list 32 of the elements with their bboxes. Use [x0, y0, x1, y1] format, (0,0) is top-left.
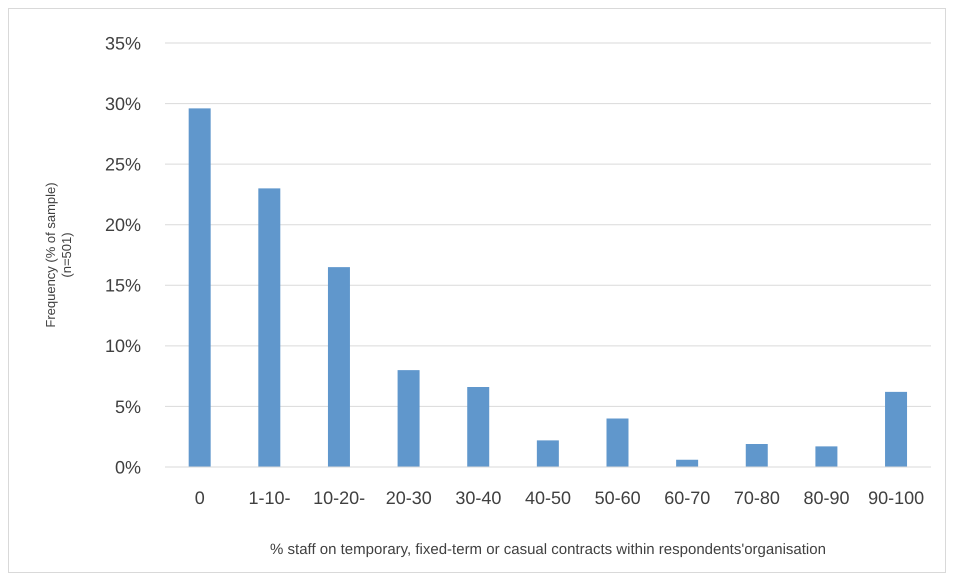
y-tick-label: 5%	[114, 396, 141, 417]
x-tick-label: 30-40	[455, 488, 502, 508]
y-tick-label: 25%	[104, 154, 141, 175]
y-tick-label: 10%	[104, 336, 141, 356]
bar	[188, 108, 211, 467]
bar	[815, 446, 838, 467]
bar	[328, 267, 350, 467]
y-axis-title: Frequency (% of sample) (n=501)	[43, 182, 74, 328]
x-axis-title: % staff on temporary, fixed-term or casual contracts within respondents'organisation	[270, 541, 826, 558]
y-tick-label: 30%	[104, 94, 141, 114]
x-tick-label: 90-100	[868, 488, 924, 508]
y-tick-label: 15%	[104, 276, 141, 296]
bar	[536, 440, 559, 467]
x-tick-label: 60-70	[664, 488, 710, 508]
x-tick-label: 40-50	[524, 488, 572, 508]
x-tick-label: 1-10-	[248, 488, 290, 508]
x-tick-label: 50-60	[594, 488, 641, 508]
bar	[606, 418, 628, 467]
x-tick-label: 80-90	[804, 488, 850, 508]
x-tick-label: 10-20-	[313, 488, 366, 508]
bar	[258, 188, 280, 467]
bar	[746, 444, 768, 467]
bar	[885, 392, 908, 467]
y-tick-label: 0%	[114, 457, 141, 478]
x-tick-label: 70-80	[734, 488, 780, 508]
bar	[467, 387, 490, 467]
bar	[676, 460, 698, 467]
x-tick-label: 0	[194, 488, 205, 508]
y-tick-label: 35%	[104, 33, 141, 54]
bar	[398, 370, 420, 467]
x-tick-label: 20-30	[386, 488, 432, 508]
y-tick-label: 20%	[104, 215, 141, 236]
